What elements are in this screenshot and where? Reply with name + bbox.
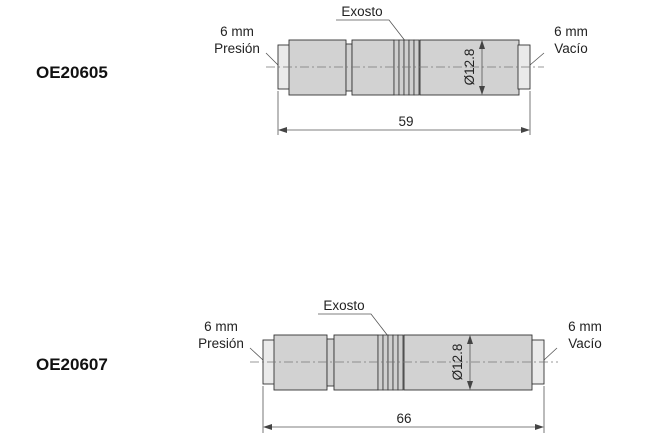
exhaust-ring <box>398 39 405 96</box>
left-port-size: 6 mm <box>220 24 254 39</box>
left-neck <box>345 43 353 92</box>
length-arrow-left <box>278 127 287 133</box>
diameter-label: Ø12.8 <box>450 344 465 381</box>
right-body-section <box>403 334 533 391</box>
right-port-function: Vacío <box>554 41 588 56</box>
exhaust-leader <box>336 19 407 43</box>
exhaust-leader <box>318 313 389 337</box>
left-body-section <box>288 39 347 96</box>
fitting-oe20605: OE20605 6 mm Presión 6 mm Vacío Exosto <box>36 4 588 135</box>
fitting-body <box>277 39 531 96</box>
center-body-section <box>333 334 379 391</box>
exhaust-ring <box>408 39 415 96</box>
fitting-oe20607: OE20607 6 mm Presión 6 mm Vacío Exosto <box>36 298 602 433</box>
right-port-size: 6 mm <box>568 319 602 334</box>
exhaust-label: Exosto <box>341 4 382 19</box>
right-body-section <box>419 39 520 96</box>
exhaust-ring <box>393 39 400 96</box>
right-port-leader <box>529 52 545 66</box>
right-port-leader <box>543 347 558 361</box>
exhaust-label: Exosto <box>323 298 364 313</box>
length-label: 59 <box>398 114 413 129</box>
center-body-section <box>351 39 395 96</box>
part-code: OE20607 <box>36 355 108 374</box>
left-neck <box>326 338 335 387</box>
length-label: 66 <box>396 411 411 426</box>
length-arrow-right <box>521 127 530 133</box>
exhaust-ring <box>413 39 420 96</box>
fitting-body <box>262 334 545 391</box>
length-arrow-left <box>263 424 272 430</box>
right-port-function: Vacío <box>568 336 602 351</box>
diameter-arrow-top <box>479 40 485 49</box>
left-port-function: Presión <box>198 336 244 351</box>
exhaust-ring <box>377 334 384 391</box>
left-port-leader <box>249 347 264 361</box>
exhaust-ring <box>397 334 404 391</box>
diameter-arrow-bottom <box>467 381 473 390</box>
diameter-arrow-bottom <box>479 86 485 95</box>
diameter-label: Ø12.8 <box>462 49 477 86</box>
part-code: OE20605 <box>36 63 108 82</box>
left-port-leader <box>265 52 279 66</box>
exhaust-ring <box>403 39 410 96</box>
exhaust-ring <box>382 334 389 391</box>
left-body-section <box>273 334 328 391</box>
left-port-size: 6 mm <box>204 319 238 334</box>
diameter-arrow-top <box>467 335 473 344</box>
length-arrow-right <box>535 424 544 430</box>
exhaust-ring <box>392 334 399 391</box>
right-port-size: 6 mm <box>554 24 588 39</box>
exhaust-ring <box>387 334 394 391</box>
left-port-function: Presión <box>214 41 260 56</box>
